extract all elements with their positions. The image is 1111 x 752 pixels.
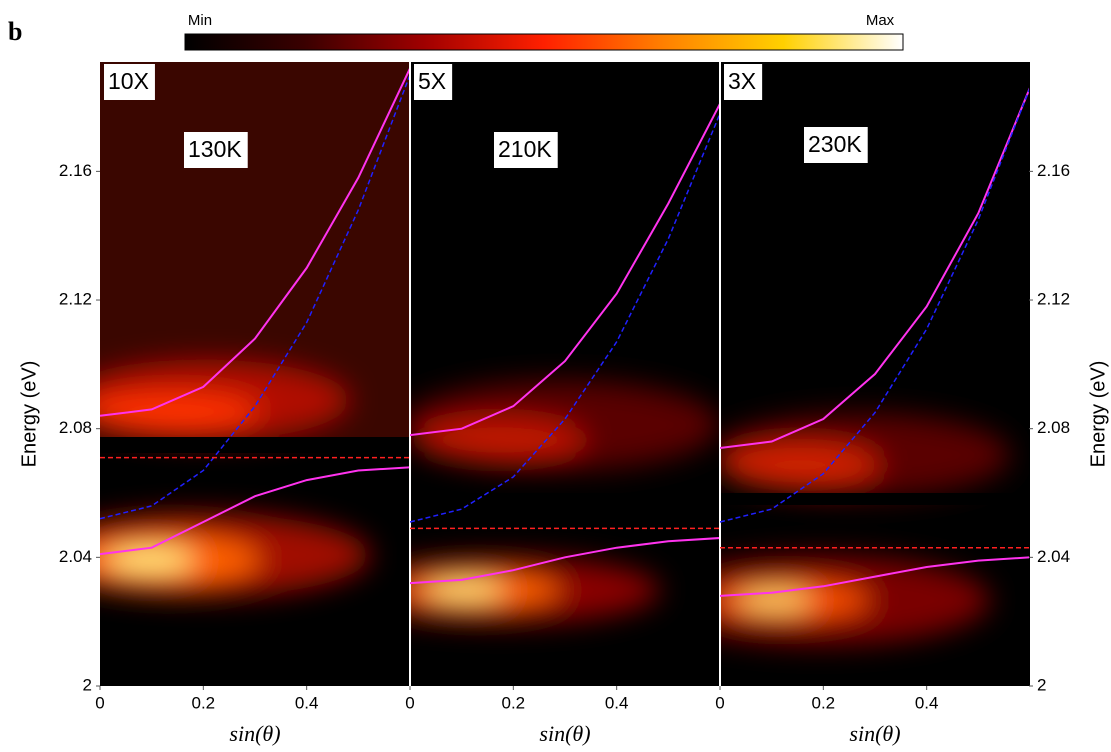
y-axis-label: Energy (eV) [18,361,40,468]
curve [720,87,1029,449]
x-tick-label: 0.4 [915,693,939,712]
y-tick-label: 2.16 [1037,161,1070,180]
x-axis-label: sin(θ) [539,721,590,746]
magnification: 5X [418,68,446,94]
temperature-box [804,127,868,163]
panel [720,87,1029,597]
y-tick-label: 2.16 [59,161,92,180]
curve [100,68,409,417]
magnification-box [414,64,453,100]
x-axis-label: sin(θ) [229,721,280,746]
x-tick-label: 0 [715,693,724,712]
y-tick-label: 2 [1037,675,1046,694]
temperature: 230K [808,131,862,157]
x-tick-label: 0.4 [295,693,319,712]
panel-label: b [8,17,22,46]
curve [100,466,409,556]
temperature: 130K [188,136,242,162]
magnification-box [724,64,763,100]
y-tick-label: 2 [83,675,92,694]
y-tick-label: 2.04 [59,547,92,566]
y-tick-label: 2.04 [1037,547,1070,566]
panel [410,103,719,585]
x-tick-label: 0 [405,693,414,712]
magnification: 3X [728,68,756,94]
curve [410,537,719,585]
curve [720,88,1029,523]
y-tick-label: 2.12 [1037,290,1070,309]
x-tick-label: 0 [95,693,104,712]
magnification-box [104,64,155,100]
curve [720,556,1029,597]
x-tick-label: 0.2 [192,693,216,712]
y-tick-label: 2.08 [1037,418,1070,437]
temperature-box [184,132,248,168]
y-tick-label: 2.08 [59,418,92,437]
colorbar-min: Min [188,12,212,29]
y-axis-label: Energy (eV) [1087,361,1109,468]
curve [410,103,719,437]
temperature-box [494,132,558,168]
colorbar [184,33,904,51]
panel [100,68,409,556]
x-tick-label: 0.2 [502,693,526,712]
x-tick-label: 0.4 [605,693,629,712]
magnification: 10X [108,68,149,94]
curve [100,75,409,520]
y-tick-label: 2.12 [59,290,92,309]
colorbar-max: Max [866,12,895,29]
x-axis-label: sin(θ) [849,721,900,746]
temperature: 210K [498,136,552,162]
x-tick-label: 0.2 [812,693,836,712]
